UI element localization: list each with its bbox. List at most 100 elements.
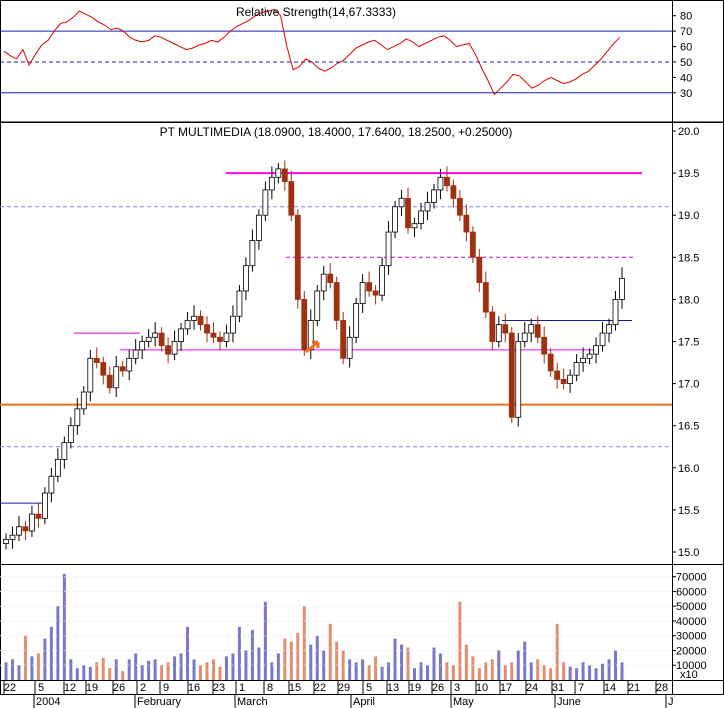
candle-up	[113, 366, 120, 389]
volume-bar	[549, 668, 553, 680]
volume-bar	[62, 573, 66, 680]
candle-up	[385, 231, 392, 267]
candle-up	[249, 240, 256, 267]
candle-down	[541, 336, 548, 355]
date-tick-label: 24	[526, 682, 538, 694]
candle-up	[431, 189, 437, 203]
candle-up	[379, 265, 385, 296]
price-tick-label: 16.5	[678, 421, 699, 433]
candle-down	[281, 168, 288, 182]
volume-bar	[127, 659, 131, 680]
candle-up	[424, 202, 431, 212]
month-label: J	[668, 696, 674, 708]
volume-tick-label: 60000	[676, 586, 707, 598]
volume-bar	[406, 647, 410, 680]
candle-up	[223, 332, 230, 342]
volume-bar	[218, 666, 222, 680]
candle-up	[612, 298, 619, 326]
candle-down	[456, 197, 463, 216]
volume-bar	[380, 666, 384, 680]
candle-down	[444, 176, 450, 187]
volume-bar	[108, 668, 112, 680]
candle-up	[495, 324, 502, 342]
rs-tick-label: 40	[680, 72, 692, 84]
price-tick-label: 16.0	[678, 463, 699, 475]
volume-bar	[49, 626, 53, 680]
volume-bar	[588, 665, 592, 680]
price-tick-label: 19.5	[678, 168, 699, 180]
volume-bar	[464, 644, 468, 680]
date-tick-label: 26	[432, 682, 444, 694]
candle-down	[288, 181, 295, 216]
volume-bar	[575, 668, 579, 680]
candle-up	[528, 324, 535, 334]
candle-down	[366, 282, 373, 292]
volume-bar	[289, 641, 293, 680]
volume-bar	[237, 626, 241, 680]
volume-bar	[250, 629, 254, 680]
volume-tick-label: 20000	[676, 645, 707, 657]
volume-bar	[309, 644, 313, 680]
candle-up	[586, 353, 593, 359]
price-tick-label: 18.5	[678, 252, 699, 264]
date-tick-label: 28	[656, 682, 668, 694]
candle-up	[593, 345, 599, 355]
month-label: May	[453, 696, 474, 708]
candle-up	[411, 223, 418, 229]
candle-up	[392, 206, 398, 233]
volume-bar	[516, 650, 520, 680]
candle-down	[106, 374, 113, 389]
volume-bar	[69, 659, 73, 680]
date-tick-label: 14	[604, 682, 616, 694]
candle-up	[16, 526, 22, 536]
candle-up	[275, 168, 282, 178]
candle-up	[139, 341, 146, 351]
candle-up	[42, 492, 48, 519]
volume-bar	[393, 638, 397, 680]
volume-bar	[503, 665, 507, 680]
price-tick-label: 15.5	[678, 505, 699, 517]
volume-bar	[568, 666, 572, 680]
volume-bar	[173, 656, 177, 680]
volume-bar	[231, 653, 235, 680]
candle-up	[9, 534, 16, 540]
candle-down	[476, 256, 483, 283]
volume-bar	[451, 665, 455, 680]
volume-bar	[490, 659, 494, 680]
candle-down	[333, 282, 340, 321]
volume-bar	[419, 662, 423, 680]
candle-up	[418, 210, 424, 225]
candle-up	[606, 324, 612, 334]
volume-bar	[121, 671, 125, 680]
candle-down	[534, 324, 541, 338]
volume-bar	[179, 653, 183, 680]
volume-bar	[244, 650, 248, 680]
date-tick-label: 16	[188, 682, 200, 694]
candle-up	[145, 336, 152, 342]
candle-down	[100, 362, 107, 376]
date-tick-label: 13	[387, 682, 399, 694]
date-tick-label: 1	[239, 682, 245, 694]
candle-up	[573, 362, 580, 376]
candle-down	[158, 332, 165, 347]
date-tick-label: 21	[628, 682, 640, 694]
candle-up	[255, 214, 262, 241]
volume-bar	[36, 653, 40, 680]
candle-up	[353, 303, 360, 338]
volume-bar	[296, 632, 300, 680]
volume-bar	[361, 659, 365, 680]
volume-tick-label: 50000	[676, 601, 707, 613]
candle-up	[580, 357, 586, 363]
price-tick-label: 18.0	[678, 294, 699, 306]
candle-down	[294, 214, 301, 300]
volume-multiplier-label: x10	[680, 669, 698, 681]
month-label: 2004	[36, 696, 60, 708]
candle-up	[184, 320, 191, 330]
price-tick-label: 15.0	[678, 547, 699, 559]
candle-up	[74, 408, 81, 427]
volume-bar	[529, 662, 533, 680]
rs-tick-label: 80	[680, 11, 692, 23]
candle-up	[515, 341, 522, 418]
